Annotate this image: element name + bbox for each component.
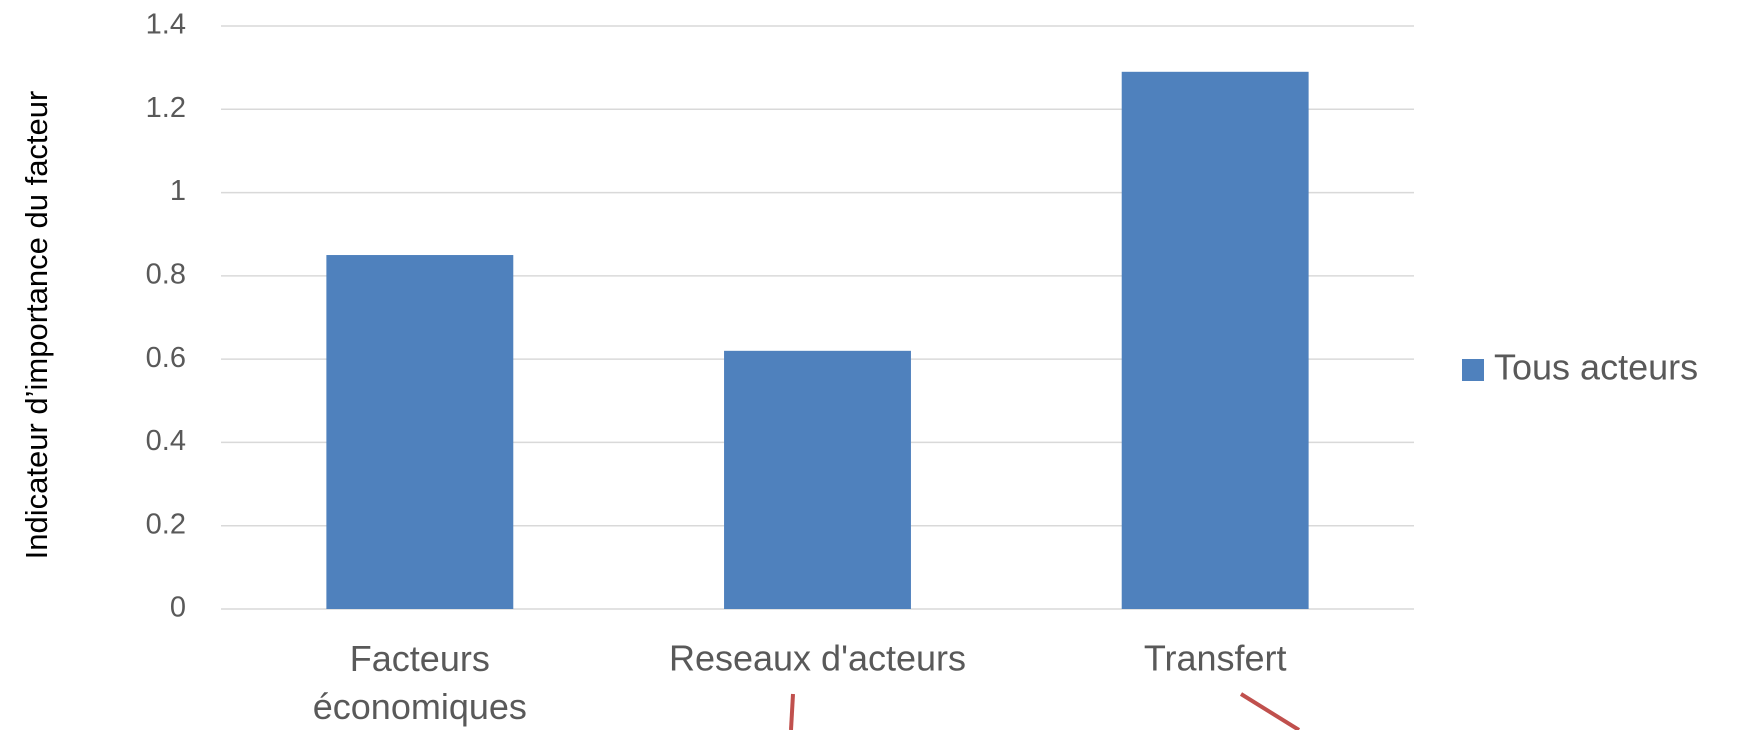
- y-tick-label: 1.4: [146, 9, 186, 41]
- y-tick-label: 0.4: [146, 425, 186, 457]
- legend-label: Tous acteurs: [1494, 347, 1698, 388]
- annotation-line: [1239, 692, 1301, 730]
- y-axis-label: Indicateur d’importance du facteur: [19, 91, 54, 560]
- y-tick-label: 0.8: [146, 259, 186, 291]
- bar: [1121, 71, 1309, 610]
- y-tick-label: 0: [170, 592, 186, 624]
- x-tick-label: Facteurs économiques: [313, 638, 527, 727]
- y-tick-label: 1.2: [146, 92, 186, 124]
- x-tick-label: Reseaux d'acteurs: [669, 638, 966, 679]
- y-tick-label: 0.2: [146, 508, 186, 540]
- y-tick-label: 0.6: [146, 342, 186, 374]
- x-tick-label: Transfert: [1144, 638, 1287, 679]
- bar: [724, 350, 911, 609]
- legend-swatch: [1462, 359, 1484, 381]
- bar: [326, 255, 514, 610]
- annotation-line: [789, 693, 795, 730]
- y-tick-label: 1: [170, 175, 186, 207]
